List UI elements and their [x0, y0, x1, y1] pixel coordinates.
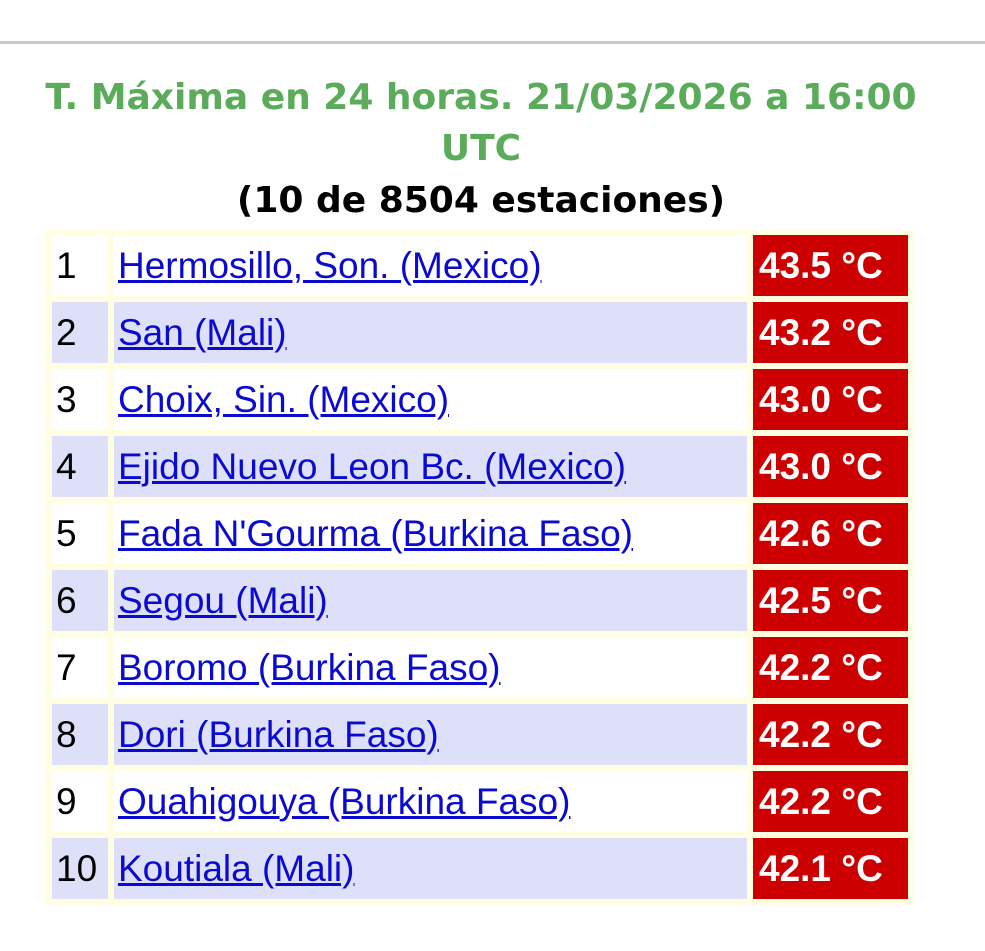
station-cell: Ejido Nuevo Leon Bc. (Mexico) — [114, 436, 747, 497]
table-row: 8 Dori (Burkina Faso) 42.2 °C — [52, 704, 908, 765]
temperature-cell: 43.0 °C — [753, 436, 908, 497]
temperature-cell: 42.5 °C — [753, 570, 908, 631]
table-row: 1 Hermosillo, Son. (Mexico) 43.5 °C — [52, 235, 908, 296]
station-link[interactable]: Boromo (Burkina Faso) — [118, 646, 501, 688]
rank-cell: 2 — [52, 302, 108, 363]
temperature-cell: 42.2 °C — [753, 771, 908, 832]
station-link[interactable]: Koutiala (Mali) — [118, 847, 355, 889]
temperature-cell: 43.2 °C — [753, 302, 908, 363]
page-title: T. Máxima en 24 horas. 21/03/2026 a 16:0… — [45, 77, 917, 169]
table-row: 3 Choix, Sin. (Mexico) 43.0 °C — [52, 369, 908, 430]
table-row: 5 Fada N'Gourma (Burkina Faso) 42.6 °C — [52, 503, 908, 564]
temperature-cell: 43.5 °C — [753, 235, 908, 296]
rank-cell: 6 — [52, 570, 108, 631]
station-count: (10 de 8504 estaciones) — [236, 180, 726, 221]
station-cell: Hermosillo, Son. (Mexico) — [114, 235, 747, 296]
station-cell: Fada N'Gourma (Burkina Faso) — [114, 503, 747, 564]
rank-cell: 10 — [52, 838, 108, 899]
rank-cell: 5 — [52, 503, 108, 564]
table-row: 4 Ejido Nuevo Leon Bc. (Mexico) 43.0 °C — [52, 436, 908, 497]
table-row: 7 Boromo (Burkina Faso) 42.2 °C — [52, 637, 908, 698]
rank-cell: 8 — [52, 704, 108, 765]
station-link[interactable]: Segou (Mali) — [118, 579, 328, 621]
station-link[interactable]: San (Mali) — [118, 311, 287, 353]
station-link[interactable]: Choix, Sin. (Mexico) — [118, 378, 450, 420]
table-row: 2 San (Mali) 43.2 °C — [52, 302, 908, 363]
station-cell: Koutiala (Mali) — [114, 838, 747, 899]
rank-cell: 9 — [52, 771, 108, 832]
table-row: 9 Ouahigouya (Burkina Faso) 42.2 °C — [52, 771, 908, 832]
top-divider — [0, 41, 985, 44]
rank-cell: 7 — [52, 637, 108, 698]
station-link[interactable]: Fada N'Gourma (Burkina Faso) — [118, 512, 633, 554]
station-cell: Dori (Burkina Faso) — [114, 704, 747, 765]
station-link[interactable]: Dori (Burkina Faso) — [118, 713, 439, 755]
temperature-cell: 42.2 °C — [753, 637, 908, 698]
table-row: 6 Segou (Mali) 42.5 °C — [52, 570, 908, 631]
station-cell: San (Mali) — [114, 302, 747, 363]
station-cell: Ouahigouya (Burkina Faso) — [114, 771, 747, 832]
station-link[interactable]: Ejido Nuevo Leon Bc. (Mexico) — [118, 445, 626, 487]
station-cell: Segou (Mali) — [114, 570, 747, 631]
table-row: 10 Koutiala (Mali) 42.1 °C — [52, 838, 908, 899]
station-link[interactable]: Ouahigouya (Burkina Faso) — [118, 780, 571, 822]
rank-cell: 1 — [52, 235, 108, 296]
station-link[interactable]: Hermosillo, Son. (Mexico) — [118, 244, 542, 286]
temperature-cell: 42.6 °C — [753, 503, 908, 564]
temperature-cell: 42.2 °C — [753, 704, 908, 765]
ranking-table: 1 Hermosillo, Son. (Mexico) 43.5 °C 2 San (M… — [46, 229, 914, 905]
station-cell: Boromo (Burkina Faso) — [114, 637, 747, 698]
station-cell: Choix, Sin. (Mexico) — [114, 369, 747, 430]
temperature-cell: 42.1 °C — [753, 838, 908, 899]
temperature-cell: 43.0 °C — [753, 369, 908, 430]
rank-cell: 4 — [52, 436, 108, 497]
rank-cell: 3 — [52, 369, 108, 430]
